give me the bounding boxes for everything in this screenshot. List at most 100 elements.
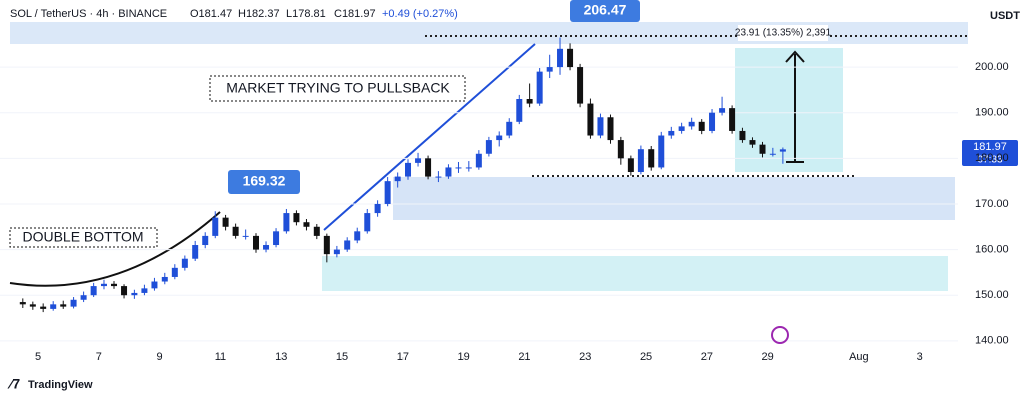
candle-body: [90, 286, 97, 296]
candle-body: [567, 48, 574, 68]
event-icon[interactable]: [771, 326, 789, 344]
ohlc-close: C181.97: [334, 8, 376, 20]
candle-body: [729, 108, 736, 131]
x-tick-label: 15: [336, 351, 348, 363]
candle-body: [384, 181, 391, 204]
last-price: 181.97: [973, 141, 1007, 153]
candle-body: [100, 283, 107, 287]
ohlc-high: H182.37: [238, 8, 280, 20]
candle-body: [698, 121, 705, 131]
candle-body: [354, 231, 361, 241]
candle-body: [425, 158, 432, 177]
candle-body: [648, 149, 655, 168]
candle-body: [222, 217, 229, 227]
candle-body: [415, 158, 422, 163]
x-tick-label: 13: [275, 351, 287, 363]
candle-body: [131, 292, 138, 296]
candle-body: [557, 48, 564, 68]
y-tick-label: 180.00: [975, 152, 1009, 164]
double-bottom-curve: [9, 211, 221, 287]
y-tick-label: 160.00: [975, 243, 1009, 255]
candle-body: [192, 245, 199, 259]
x-tick-label: 29: [762, 351, 774, 363]
x-tick-label: 9: [157, 351, 163, 363]
arrow-head: [785, 50, 805, 63]
candle-body: [212, 217, 219, 236]
ohlc-change: +0.49 (+0.27%): [382, 8, 458, 20]
x-tick-label: 3: [917, 351, 923, 363]
candle-body: [678, 126, 685, 131]
candle-body: [252, 235, 259, 250]
candle-body: [597, 117, 604, 136]
candle-body: [161, 276, 168, 282]
candle-body: [283, 213, 290, 232]
candle-body: [455, 167, 462, 169]
y-tick-label: 150.00: [975, 289, 1009, 301]
currency: USDT: [990, 10, 1020, 22]
candle-body: [516, 99, 523, 122]
candle-body: [779, 149, 786, 152]
measure-label-box: [738, 25, 828, 41]
candle-body: [60, 304, 67, 307]
ohlc-open: O181.47: [190, 8, 232, 20]
candle-body: [769, 153, 776, 155]
candle-body: [405, 162, 412, 177]
x-tick-label: 19: [458, 351, 470, 363]
candle-body: [749, 140, 756, 145]
resistance-zone: [10, 22, 968, 44]
breakout-label: 169.32: [243, 173, 286, 189]
double-bottom-box: [9, 227, 158, 248]
breakout-badge: [228, 170, 300, 194]
candle-body: [151, 281, 158, 289]
countdown: 07:33: [977, 155, 1002, 166]
candle-body: [617, 140, 624, 159]
candle-body: [637, 149, 644, 173]
candle-body: [111, 283, 118, 287]
candle-body: [40, 306, 47, 309]
y-tick-label: 190.00: [975, 107, 1009, 119]
x-tick-label: 23: [579, 351, 591, 363]
candle-body: [435, 176, 442, 178]
candle-body: [607, 117, 614, 141]
candle-body: [739, 130, 746, 141]
x-tick-label: 7: [96, 351, 102, 363]
x-tick-label: 21: [518, 351, 530, 363]
pullback-box: [209, 75, 466, 102]
candle-body: [374, 203, 381, 214]
x-tick-label: 25: [640, 351, 652, 363]
candle-body: [587, 103, 594, 136]
candle-body: [506, 121, 513, 136]
candles: [0, 37, 958, 360]
y-tick-label: 200.00: [975, 61, 1009, 73]
brand: TradingView: [28, 379, 93, 391]
candle-body: [333, 249, 340, 255]
candle-body: [242, 235, 249, 237]
candle-body: [668, 130, 675, 136]
x-tick-label: 17: [397, 351, 409, 363]
candle-body: [263, 245, 270, 250]
ohlc-low: L178.81: [286, 8, 326, 20]
candle-body: [394, 176, 401, 182]
candle-body: [171, 267, 178, 277]
x-tick-label: 11: [215, 351, 226, 363]
peak-badge: [570, 0, 640, 22]
candle-body: [303, 222, 310, 227]
candle-body: [80, 295, 87, 300]
candle-body: [181, 258, 188, 268]
candle-body: [121, 286, 128, 296]
candle-body: [475, 153, 482, 168]
candle-body: [70, 299, 77, 307]
candle-body: [273, 231, 280, 246]
x-tick-label: Aug: [849, 351, 869, 363]
peak-label: 206.47: [584, 2, 627, 18]
candle-body: [50, 304, 57, 309]
candle-body: [496, 135, 503, 141]
x-tick-label: 5: [35, 351, 41, 363]
candle-body: [536, 71, 543, 104]
symbol: SOL / TetherUS · 4h · BINANCE: [10, 8, 167, 20]
candle-body: [688, 121, 695, 127]
y-tick-label: 140.00: [975, 335, 1009, 347]
double-bottom-text: DOUBLE BOTTOM: [22, 229, 143, 245]
candle-body: [344, 240, 351, 250]
candle-body: [759, 144, 766, 154]
